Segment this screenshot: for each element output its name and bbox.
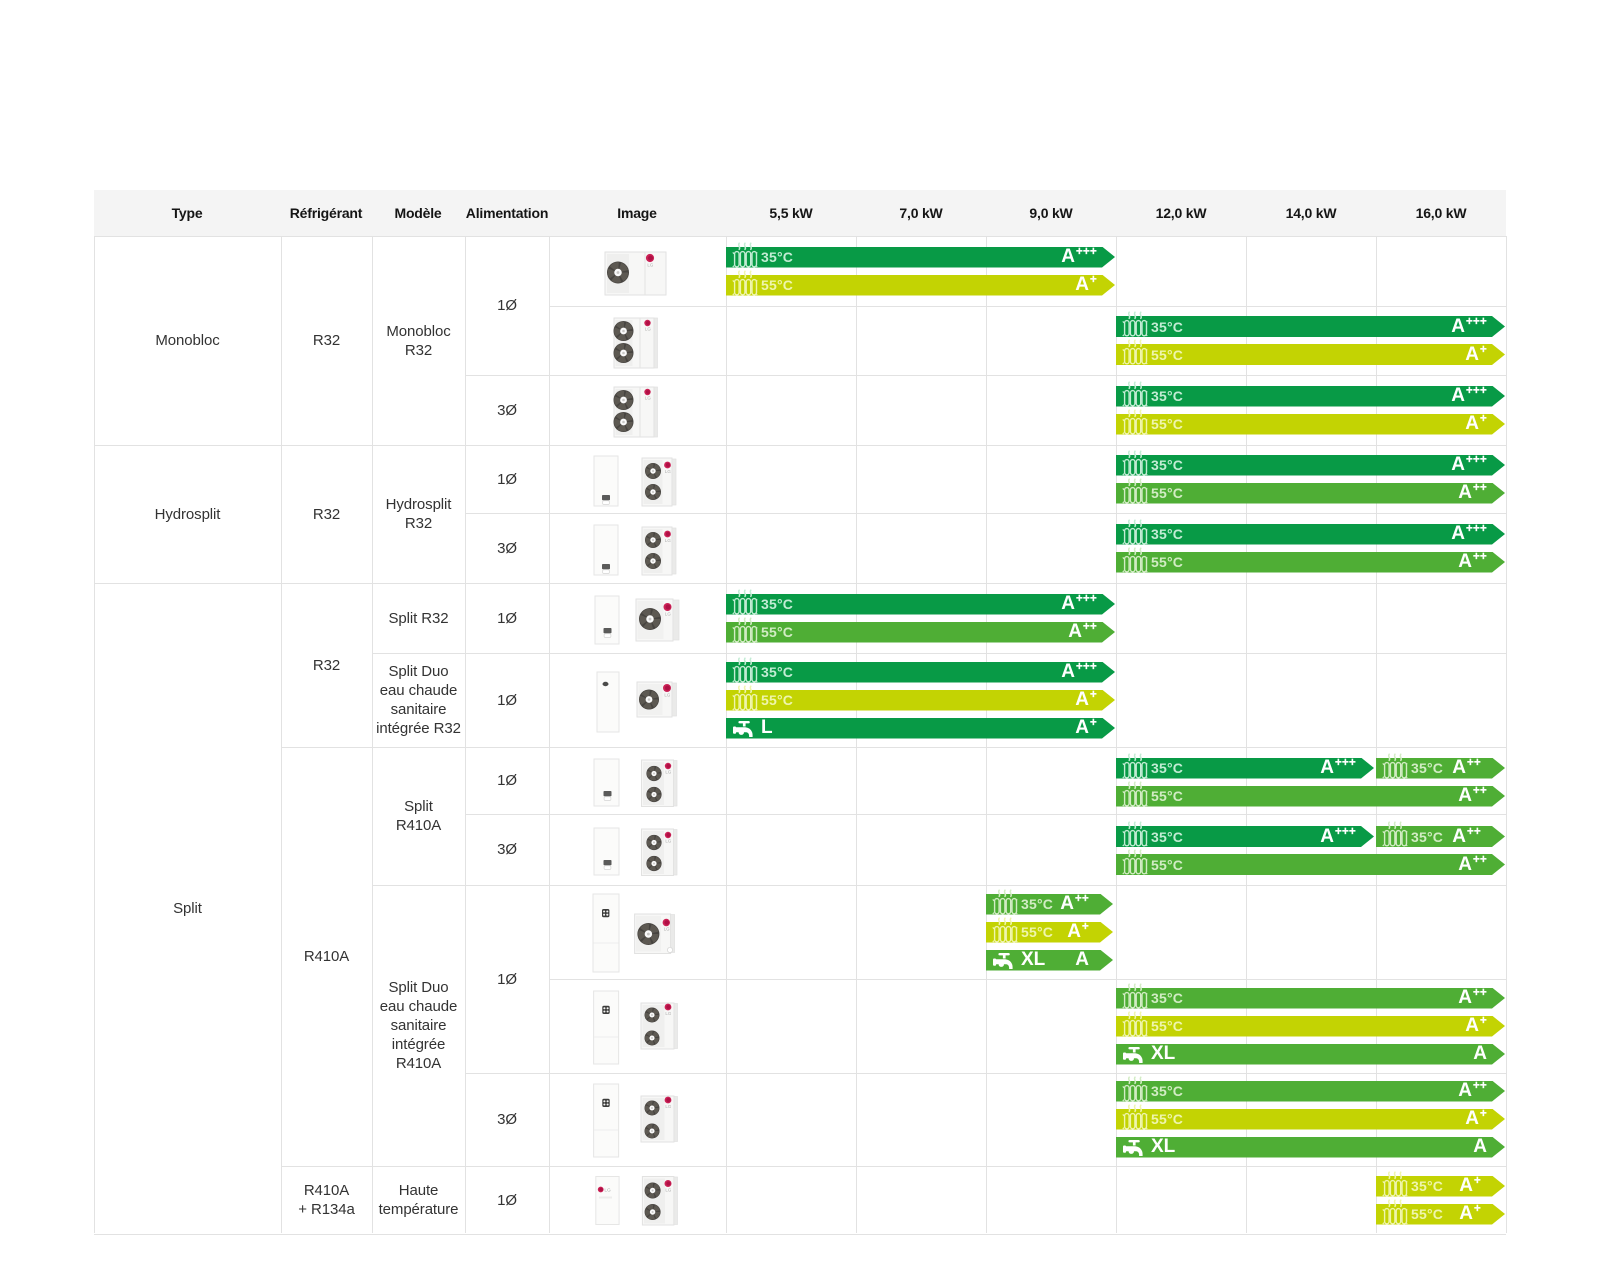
svg-text:LG: LG	[665, 469, 671, 474]
svg-text:LG: LG	[664, 927, 670, 932]
svg-text:LG: LG	[665, 611, 671, 616]
svg-text:LG: LG	[665, 1011, 671, 1016]
svg-text:LG: LG	[645, 396, 651, 401]
svg-text:LG: LG	[604, 1188, 611, 1194]
svg-text:LG: LG	[645, 327, 651, 332]
svg-text:LG: LG	[665, 839, 671, 844]
svg-text:LG: LG	[665, 770, 671, 775]
svg-text:LG: LG	[664, 692, 670, 697]
svg-text:LG: LG	[665, 538, 671, 543]
svg-text:LG: LG	[665, 1187, 671, 1192]
svg-text:LG: LG	[647, 263, 653, 268]
svg-text:LG: LG	[665, 1104, 671, 1109]
